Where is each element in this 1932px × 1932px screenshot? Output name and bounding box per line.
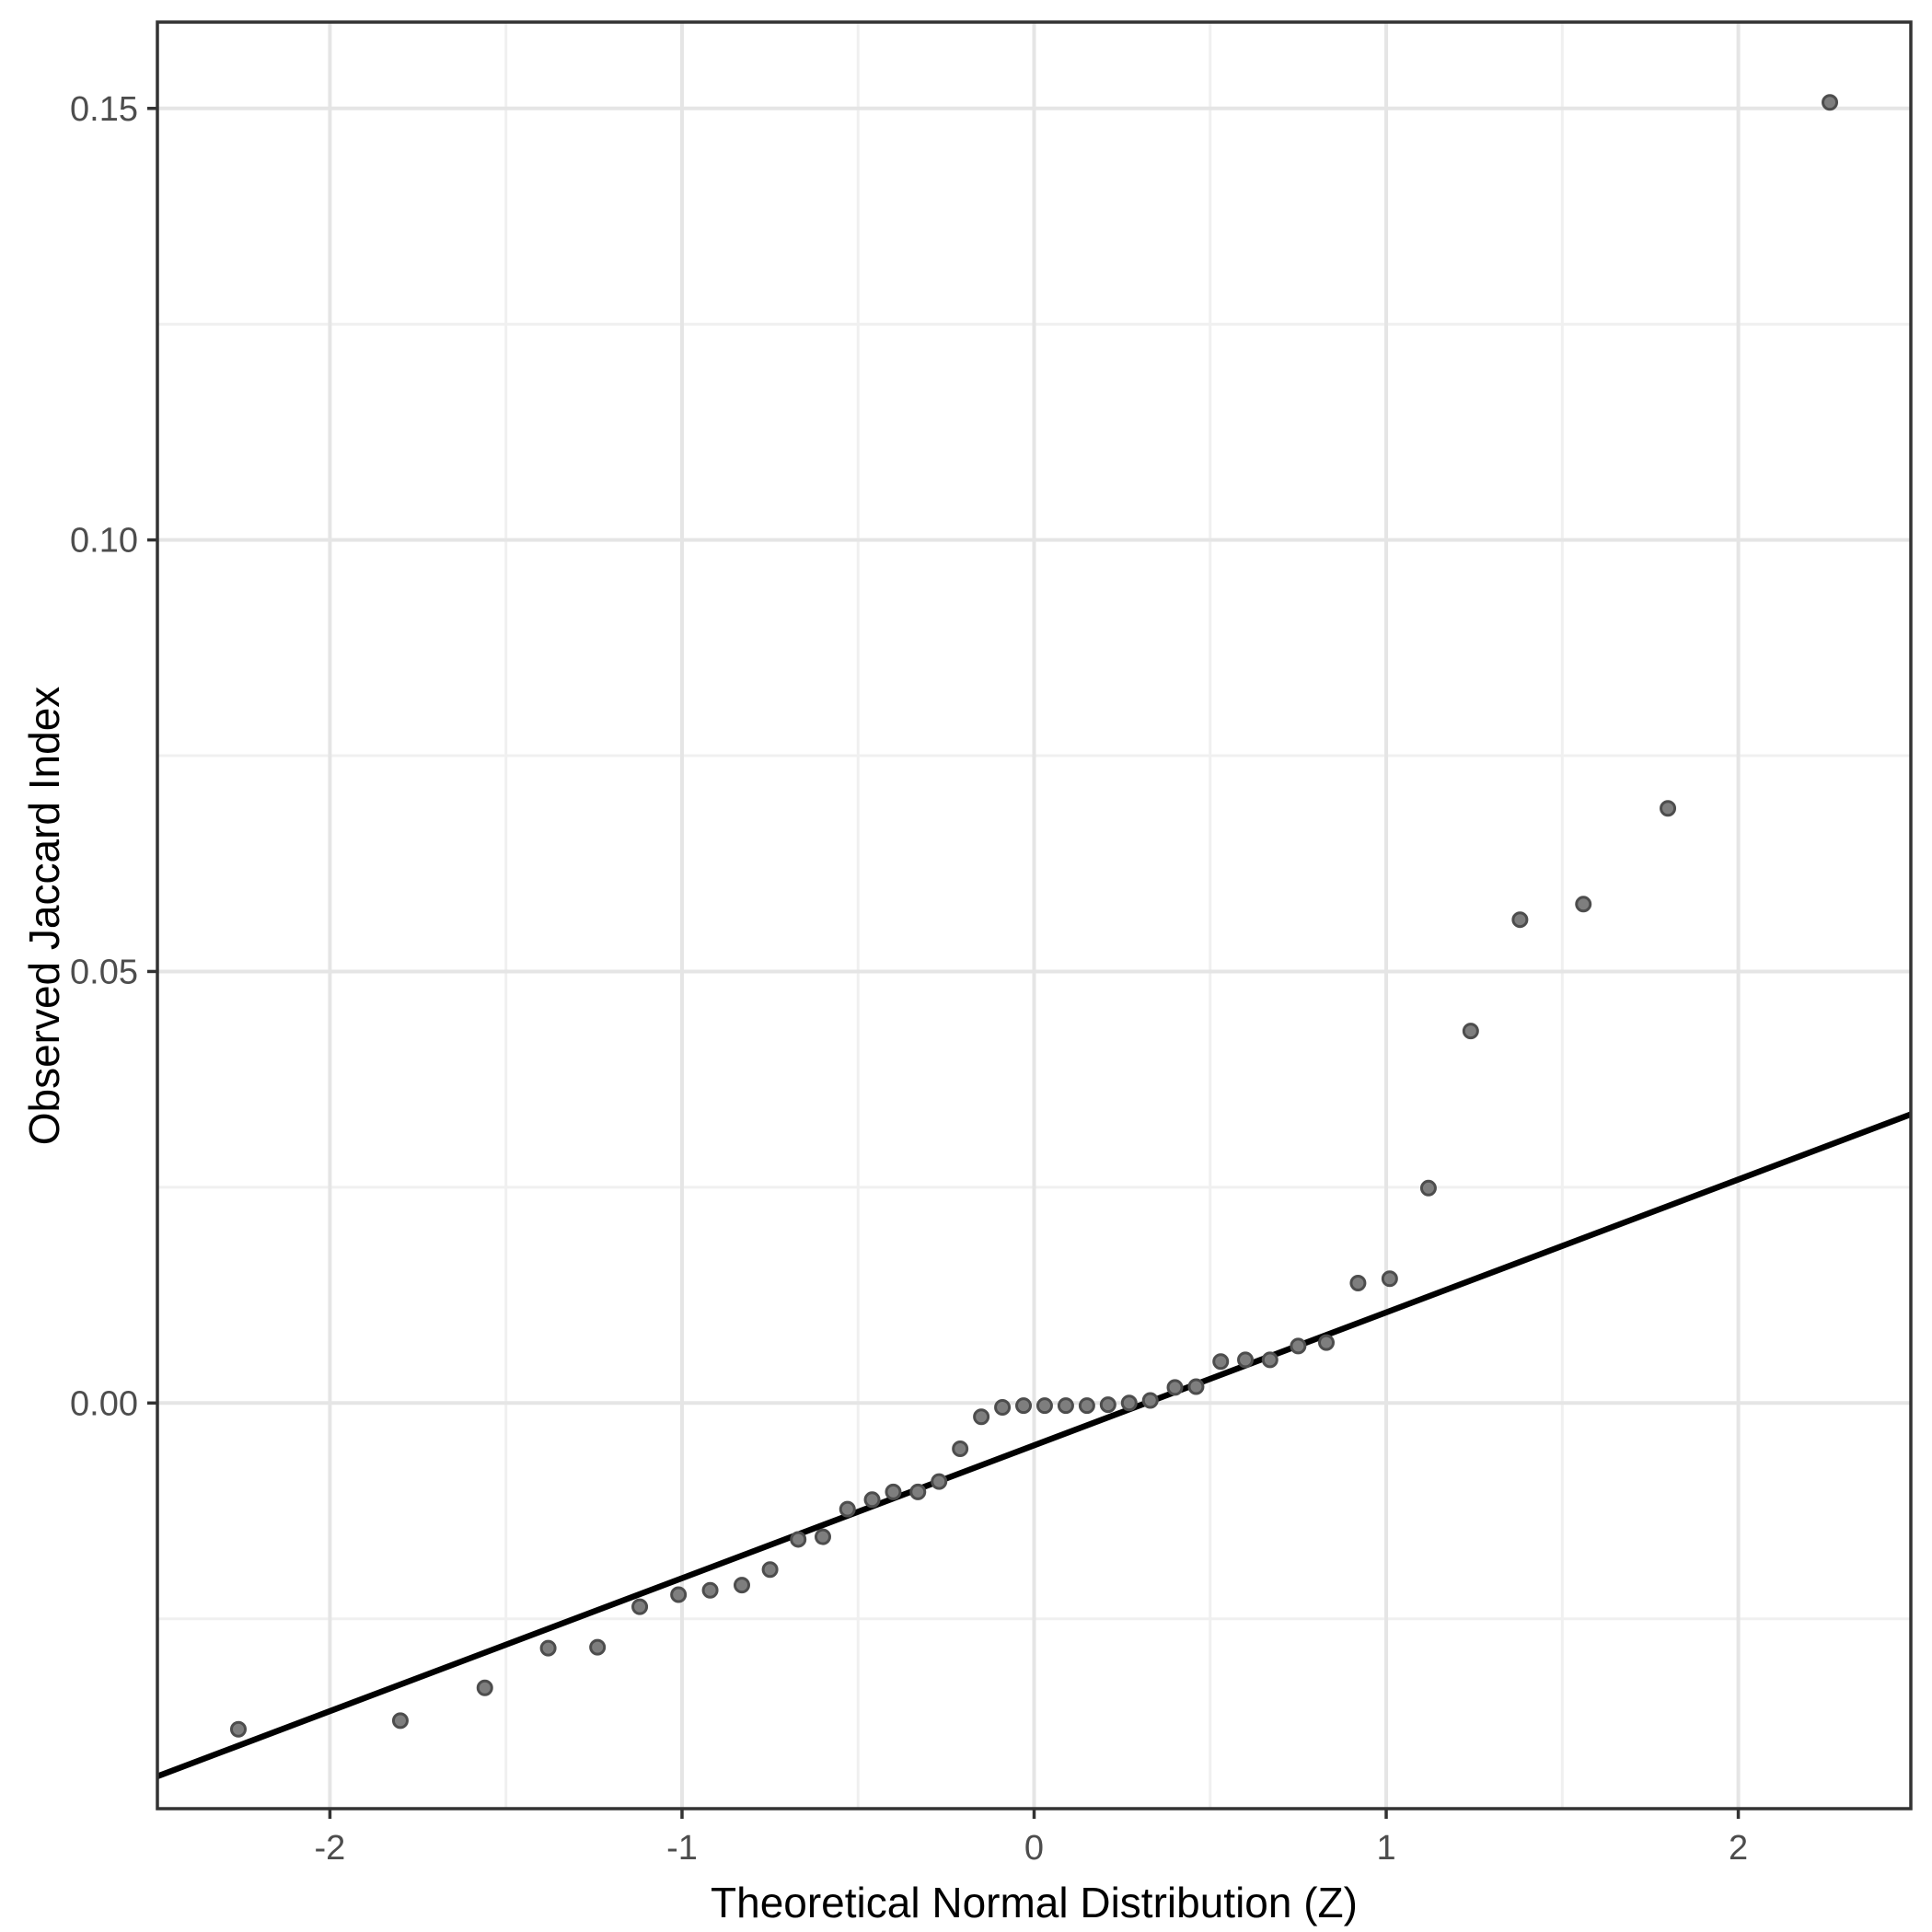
data-point [1237,1351,1255,1369]
y-tick-label: 0.05 [70,953,138,991]
x-tick-label: -1 [666,1829,698,1868]
data-point [1141,1392,1159,1409]
data-point [1318,1334,1335,1351]
data-point [1349,1274,1367,1291]
y-tick-label: 0.15 [70,90,138,129]
data-point [1511,911,1529,929]
data-point [1120,1394,1138,1412]
x-tick-label: 0 [1024,1829,1044,1868]
data-point [1575,896,1592,913]
data-point [1099,1396,1116,1414]
data-point [973,1408,990,1426]
x-tick-label: -2 [315,1829,346,1868]
data-point [885,1483,902,1500]
data-point [476,1679,493,1696]
data-point [589,1638,607,1656]
x-axis-title: Theoretical Normal Distribution (Z) [711,1879,1358,1926]
data-point [863,1491,881,1509]
data-point [761,1561,779,1579]
data-point [1381,1270,1398,1288]
data-point [1462,1023,1479,1040]
x-tick-label: 2 [1729,1829,1748,1868]
data-point [391,1712,409,1730]
data-point [994,1398,1012,1416]
data-point [1290,1337,1307,1355]
y-axis-title: Observed Jaccard Index [20,686,68,1146]
data-point [734,1577,750,1594]
x-tick-label: 1 [1376,1829,1395,1868]
y-tick-label: 0.00 [70,1384,138,1423]
panel-border [156,20,1913,1811]
data-point [1261,1351,1278,1369]
data-point [909,1483,927,1500]
data-point [229,1720,247,1738]
data-point [631,1598,649,1615]
data-point [1212,1353,1230,1371]
data-point [1057,1397,1074,1415]
data-point [1419,1179,1437,1197]
data-point [1078,1397,1095,1415]
data-point [839,1500,856,1518]
data-point [790,1531,807,1548]
y-tick-label: 0.10 [70,522,138,561]
qq-reference-line [157,1111,1911,1779]
data-point [1187,1378,1205,1395]
data-point [1822,94,1839,111]
data-point [539,1639,557,1657]
data-point [1166,1379,1184,1396]
data-point [701,1581,719,1599]
data-point [1015,1397,1033,1415]
data-point [952,1440,969,1457]
data-point [1035,1397,1053,1415]
data-point [670,1586,688,1603]
data-point [1660,800,1677,817]
data-point [814,1528,831,1545]
data-point [931,1473,948,1490]
